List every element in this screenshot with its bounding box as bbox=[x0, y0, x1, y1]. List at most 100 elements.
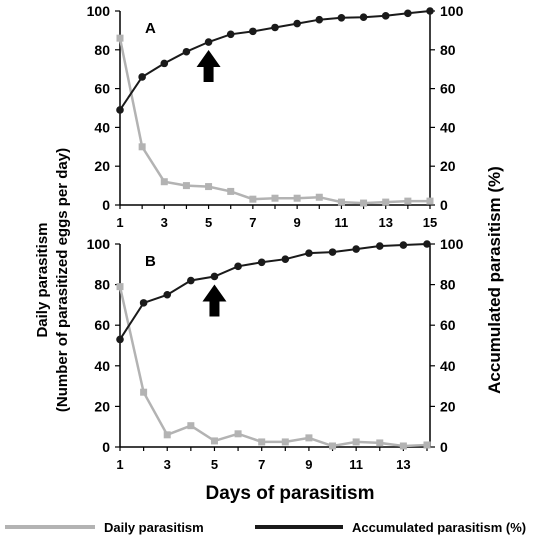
panel-a-accumulated-point bbox=[404, 9, 412, 18]
panel-b-label: B bbox=[145, 253, 156, 270]
panel-b-daily-point bbox=[258, 438, 266, 446]
panel-b-x-tick-label: 11 bbox=[349, 457, 363, 472]
panel-b-right-tick-label: 80 bbox=[440, 277, 456, 293]
panel-a-accumulated-point bbox=[359, 13, 368, 22]
panel-a-accumulated-point bbox=[249, 27, 257, 36]
panel-a-right-tick-label: 80 bbox=[440, 42, 456, 58]
panel-b-arrow-marker bbox=[202, 284, 227, 317]
panel-b-daily-point bbox=[210, 437, 218, 445]
panel-a-accumulated-point bbox=[116, 106, 124, 114]
panel-a-x-tick-label: 13 bbox=[378, 215, 392, 230]
panel-b-left-tick-label: 40 bbox=[94, 358, 110, 374]
panel-a-left-tick-label: 80 bbox=[94, 42, 110, 58]
panel-b-accumulated-point bbox=[352, 245, 360, 253]
panel-b-left-tick-label: 0 bbox=[102, 439, 110, 455]
panel-a-x-tick-label: 15 bbox=[423, 215, 437, 230]
panel-b-daily-point bbox=[116, 283, 124, 291]
panel-a-daily-point bbox=[337, 198, 345, 206]
panel-a-right-tick-label: 0 bbox=[440, 197, 448, 213]
panel-a-right-tick-label: 40 bbox=[440, 119, 456, 135]
panel-a-left-tick-label: 0 bbox=[102, 197, 110, 213]
panel-b-daily-point bbox=[187, 422, 195, 430]
panel-a-daily-point bbox=[426, 197, 434, 205]
panel-b-accumulated-point bbox=[163, 290, 172, 299]
panel-a-accumulated-point bbox=[160, 59, 169, 68]
panel-b-accumulated-point bbox=[234, 262, 242, 271]
panel-a-accumulated-point bbox=[204, 38, 213, 46]
panel-b-daily-point bbox=[140, 388, 148, 396]
panel-b-accumulated-point bbox=[305, 249, 313, 257]
panel-a-daily-point bbox=[182, 182, 190, 190]
panel-a-right-tick-label: 20 bbox=[440, 158, 456, 174]
panel-b-right-tick-label: 20 bbox=[440, 398, 456, 414]
panel-b-right-tick-label: 60 bbox=[440, 317, 456, 333]
panel-b-daily-point bbox=[281, 438, 289, 446]
panel-b-left-tick-label: 20 bbox=[94, 398, 110, 414]
left-axis-label-line2: (Number of parasitized eggs per day) bbox=[54, 148, 71, 412]
panel-b-accumulated-point bbox=[257, 258, 266, 267]
panel-a-daily-point bbox=[315, 193, 323, 201]
panel-b-x-tick-label: 1 bbox=[116, 457, 123, 472]
panel-b-x-tick-label: 13 bbox=[396, 457, 410, 472]
legend-daily-label: Daily parasitism bbox=[104, 520, 204, 535]
panel-a-arrow-marker bbox=[196, 50, 221, 83]
panel-b-right-tick-label: 100 bbox=[440, 236, 464, 252]
panel-a-x-tick-label: 3 bbox=[161, 215, 168, 230]
panel-a-daily-point bbox=[205, 183, 213, 191]
panel-b-left-tick-label: 80 bbox=[94, 277, 110, 293]
left-axis-label-line1: Daily parasitism bbox=[34, 222, 51, 337]
panel-b-x-tick-label: 9 bbox=[305, 457, 312, 472]
panel-b-accumulated-point bbox=[423, 240, 431, 248]
panel-a-accumulated-point bbox=[293, 19, 301, 28]
panel-a-left-tick-label: 20 bbox=[94, 158, 110, 174]
panel-a-daily-point bbox=[116, 34, 124, 42]
panel-b-right-tick-label: 0 bbox=[440, 439, 448, 455]
panel-a-daily-point bbox=[271, 194, 279, 202]
panel-a-accumulated-point bbox=[182, 47, 191, 56]
panel-a-daily-point bbox=[227, 187, 235, 195]
panel-b-x-tick-label: 5 bbox=[211, 457, 218, 472]
panel-a-daily-point bbox=[160, 178, 168, 186]
panel-a-daily-point bbox=[360, 199, 368, 207]
panel-a-left-tick-label: 40 bbox=[94, 119, 110, 135]
panel-a-daily-point bbox=[404, 197, 412, 205]
panel-b-accumulated-point bbox=[328, 248, 337, 256]
panel-b-accumulated-point bbox=[399, 241, 408, 249]
legend-accumulated-label: Accumulated parasitism (%) bbox=[352, 520, 526, 535]
panel-a-daily-point bbox=[293, 194, 301, 202]
panel-a-x-tick-label: 5 bbox=[205, 215, 212, 230]
panel-a-accumulated-point bbox=[271, 23, 279, 32]
panel-a-accumulated-point bbox=[381, 12, 390, 20]
panel-b-accumulated-point bbox=[187, 276, 195, 285]
panel-a-accumulated-point bbox=[226, 30, 235, 39]
legend: Daily parasitism Accumulated parasitism … bbox=[5, 520, 526, 535]
panel-b-daily-point bbox=[399, 442, 407, 450]
panel-b-daily-point bbox=[163, 431, 171, 439]
panel-a-x-tick-label: 9 bbox=[294, 215, 301, 230]
panel-a-right-tick-label: 100 bbox=[440, 3, 464, 19]
panel-b-daily-point bbox=[234, 430, 242, 438]
panel-a-left-tick-label: 60 bbox=[94, 81, 110, 97]
panel-b-daily-point bbox=[352, 438, 360, 446]
panel-a-daily-point bbox=[138, 143, 146, 151]
panel-a-x-tick-label: 1 bbox=[116, 215, 123, 230]
panel-b-daily-line bbox=[118, 286, 428, 448]
panel-a-x-tick-label: 11 bbox=[335, 215, 349, 230]
panel-b-left-tick-label: 60 bbox=[94, 317, 110, 333]
panel-b-right-tick-label: 40 bbox=[440, 358, 456, 374]
panel-a-left-tick-label: 100 bbox=[87, 3, 111, 19]
panel-a-accumulated-point bbox=[315, 15, 324, 24]
panel-b-accumulated-point bbox=[116, 335, 124, 344]
panel-b-left-tick-label: 100 bbox=[87, 236, 111, 252]
panel-a-daily-point bbox=[382, 198, 390, 206]
panel-a-accumulated-point bbox=[337, 13, 346, 22]
panel-a-label: A bbox=[145, 20, 156, 37]
panel-b-daily-point bbox=[423, 441, 431, 449]
panel-b-daily-point bbox=[376, 439, 384, 447]
panel-a-x-tick-label: 7 bbox=[249, 215, 256, 230]
panel-b-x-tick-label: 3 bbox=[164, 457, 171, 472]
right-axis-label: Accumulated parasitism (%) bbox=[485, 166, 504, 394]
